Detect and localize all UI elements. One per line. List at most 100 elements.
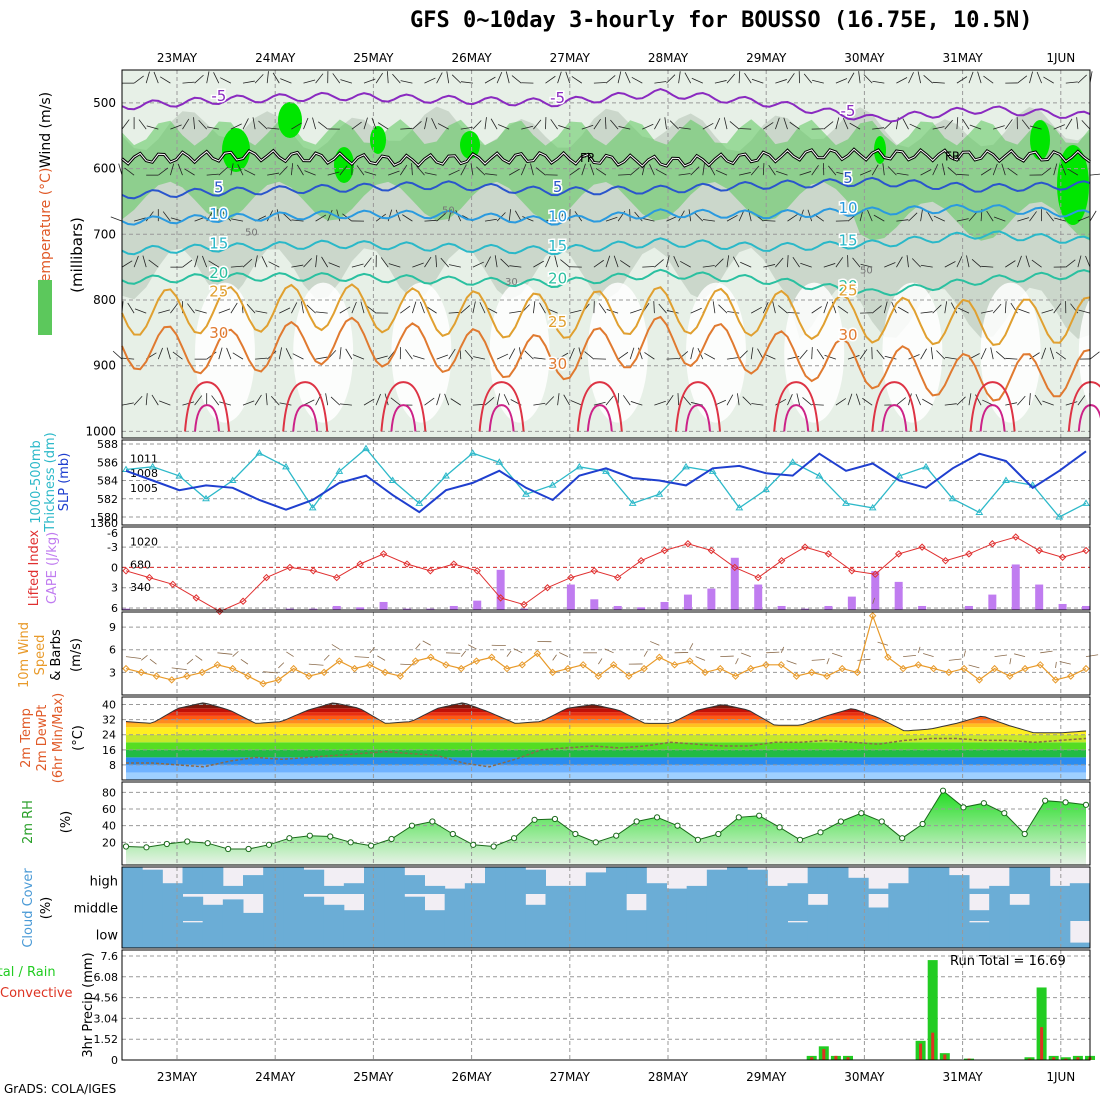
wind-barb — [448, 348, 456, 360]
wind-speed-marker — [914, 661, 923, 669]
wind-barb — [569, 309, 582, 314]
cloud-low-bar — [969, 922, 990, 948]
wind-barb — [252, 117, 256, 130]
wind-barb — [598, 303, 607, 314]
axis-label: (%) — [59, 811, 74, 834]
wind-barb — [237, 164, 244, 176]
rh2m-fill — [126, 790, 1086, 865]
wind-barb — [896, 172, 909, 176]
wind-barb — [291, 122, 302, 130]
surface-wind-barb — [217, 652, 233, 655]
wind-barb — [993, 216, 1006, 222]
wind-barb — [737, 393, 740, 406]
wind-barb — [920, 264, 933, 268]
wind-barb — [303, 117, 309, 130]
wind-barb — [708, 164, 716, 176]
cloud-high-bar — [404, 875, 425, 894]
wind-barb — [133, 255, 139, 268]
wind-speed-marker — [609, 661, 618, 669]
rh2m-marker — [715, 830, 722, 838]
wind-barb — [690, 347, 694, 360]
precip-total-bar — [1036, 987, 1047, 1060]
wind-barb — [254, 394, 262, 406]
wind-barb — [159, 400, 171, 406]
wind-barb — [570, 400, 582, 406]
wind-barb — [336, 209, 341, 222]
wind-barb — [317, 121, 328, 130]
wind-barb — [412, 262, 424, 268]
wind-barb — [327, 209, 333, 222]
rh-dry-column — [293, 282, 354, 423]
wind-speed-marker — [183, 672, 191, 680]
precip-conv-bar — [1040, 1027, 1044, 1060]
wind-barb — [618, 174, 631, 176]
wind-barb — [400, 305, 411, 314]
wind-barb — [522, 216, 534, 222]
lifted-marker — [333, 573, 341, 582]
thickness-tick: 584 — [97, 475, 118, 488]
wind-barb — [828, 165, 837, 176]
wind-barb — [1042, 400, 1054, 406]
wind-barb — [715, 169, 728, 176]
isotherm-35 — [282, 381, 329, 432]
cloud-high-bar — [767, 885, 788, 894]
rh2m-marker — [490, 843, 497, 850]
rh2m-marker — [735, 814, 742, 821]
rh2m-marker — [204, 840, 211, 847]
cape-tick: 340 — [130, 581, 151, 594]
wind-barb — [292, 353, 304, 360]
cloud-low-bar — [646, 921, 667, 948]
wind-barb — [533, 301, 536, 314]
isotherm-40 — [194, 404, 220, 432]
wind-barb — [1049, 347, 1055, 360]
isotherm-label: -5 — [211, 87, 226, 105]
wind-barb — [460, 304, 471, 314]
wind-barb — [416, 165, 425, 176]
slp-bottom-tick: 1360 — [90, 517, 118, 530]
surface-wind-barb — [1055, 661, 1057, 668]
cloud-low-bar — [747, 921, 768, 948]
wind-barb — [867, 209, 873, 222]
lifted-marker — [286, 563, 294, 572]
wind-barb — [702, 219, 715, 222]
wind-speed-marker — [945, 668, 953, 677]
wind-barb — [435, 255, 437, 268]
surface-wind-barb — [308, 663, 324, 666]
wind-barb — [490, 118, 498, 130]
wind-speed-marker — [366, 661, 374, 669]
wind-barb — [1065, 401, 1078, 406]
wind-barb — [265, 393, 268, 406]
lifted-marker — [403, 560, 411, 568]
wind-barb — [742, 396, 752, 406]
wind-barb — [655, 168, 667, 176]
pressure-tick: 600 — [93, 162, 116, 176]
cloud-high-bar — [323, 885, 345, 894]
cape-bar — [590, 599, 599, 610]
cloud-middle-bar — [424, 910, 446, 921]
precip-tick: 0 — [111, 1054, 118, 1067]
wind-barb — [193, 117, 195, 130]
cloud-high-bar — [464, 883, 486, 894]
wind-speed-marker — [305, 672, 313, 680]
thickness-slp-axis-title: 1000-500mb Thickness (dm) SLP (mb) — [29, 432, 72, 532]
wind-barb — [242, 400, 255, 406]
cloud-middle-bar — [807, 904, 829, 921]
wind-speed-marker — [686, 657, 694, 665]
wind-barb — [871, 164, 879, 176]
surface-wind-barb — [720, 655, 734, 657]
precip-conv-bar — [810, 1057, 814, 1060]
wind-barb — [218, 166, 228, 176]
date-label-bottom: 30MAY — [844, 1070, 885, 1084]
isotherm-35 — [969, 381, 1016, 432]
thickness-marker — [415, 499, 424, 506]
wind-speed-marker — [899, 664, 907, 673]
wind-barb — [629, 167, 640, 176]
lifted-marker — [894, 550, 903, 558]
lifted-marker — [637, 556, 645, 565]
axis-label: 10m Wind — [17, 622, 32, 688]
upper-wind-barbs — [110, 71, 1100, 406]
wind-barb — [664, 117, 667, 130]
rh2m-marker — [184, 838, 191, 845]
freezing-level-core — [121, 148, 1091, 167]
